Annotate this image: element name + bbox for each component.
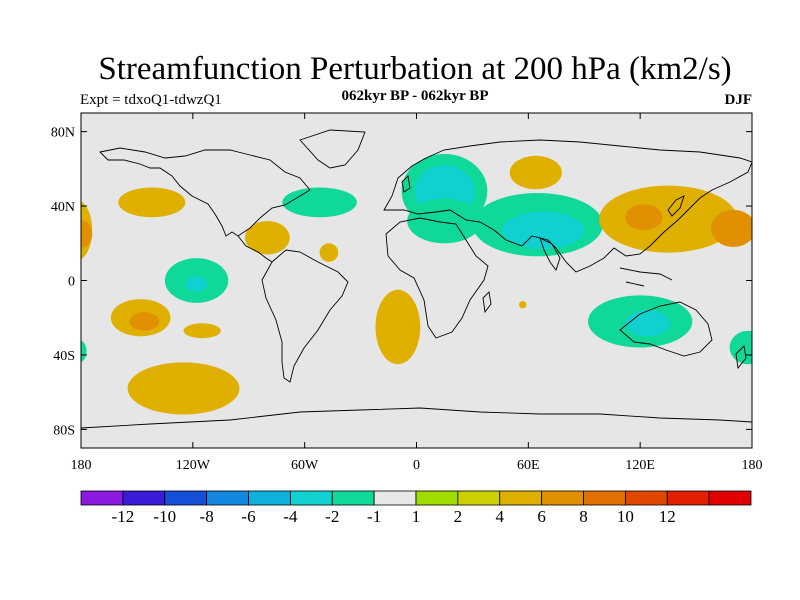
plot-title: Streamfunction Perturbation at 200 hPa (… bbox=[98, 51, 732, 87]
contour-region bbox=[245, 220, 290, 255]
contour-region bbox=[502, 211, 585, 249]
colorbar-swatch bbox=[80, 490, 124, 506]
contour-region bbox=[729, 330, 752, 365]
colorbar-swatch bbox=[331, 490, 375, 506]
contour-region bbox=[625, 310, 670, 337]
contour-region bbox=[81, 340, 87, 363]
colorbar-swatch bbox=[164, 490, 208, 506]
colorbar-swatch bbox=[248, 490, 291, 506]
lon-tick-label: 180 bbox=[71, 458, 92, 473]
lat-tick-label: 40N bbox=[51, 200, 75, 215]
experiment-label: Expt = tdxoQ1-tdwzQ1 bbox=[80, 92, 222, 108]
contour-region bbox=[509, 155, 562, 190]
lon-tick-label: 60E bbox=[517, 458, 540, 473]
colorbar-label: 12 bbox=[659, 507, 676, 526]
contour-region bbox=[81, 220, 93, 247]
lon-tick-label: 180 bbox=[742, 458, 763, 473]
colorbar-label: 1 bbox=[412, 507, 421, 526]
lat-tick-label: 80N bbox=[51, 126, 75, 141]
contour-region bbox=[407, 198, 482, 244]
contour-layer bbox=[81, 153, 752, 415]
lon-tick-label: 60W bbox=[291, 458, 319, 473]
season-label: DJF bbox=[724, 92, 753, 108]
colorbar-swatch bbox=[499, 490, 543, 506]
colorbar-label: -10 bbox=[153, 507, 176, 526]
lon-tick-label: 120E bbox=[625, 458, 655, 473]
contour-region bbox=[625, 204, 663, 231]
colorbar-label: 2 bbox=[454, 507, 463, 526]
colorbar-label: 10 bbox=[617, 507, 634, 526]
contour-region bbox=[185, 276, 208, 292]
colorbar-swatch bbox=[122, 490, 166, 506]
lon-tick-label: 0 bbox=[413, 458, 420, 473]
contour-region bbox=[599, 185, 738, 253]
latitude-axis: 80N 40N 0 40S 80S bbox=[51, 126, 752, 438]
colorbar-label: 8 bbox=[579, 507, 588, 526]
colorbar-swatch bbox=[415, 490, 459, 506]
colorbar-label: 4 bbox=[496, 507, 505, 526]
colorbar-swatch bbox=[666, 490, 710, 506]
colorbar-swatch bbox=[708, 490, 752, 506]
contour-region bbox=[127, 362, 240, 415]
colorbar-label: -12 bbox=[112, 507, 135, 526]
colorbar-label: 6 bbox=[537, 507, 546, 526]
period-label: 062kyr BP - 062kyr BP bbox=[341, 88, 489, 104]
lat-tick-label: 80S bbox=[53, 423, 75, 438]
colorbar-label: -4 bbox=[283, 507, 298, 526]
lat-tick-label: 40S bbox=[53, 349, 75, 364]
contour-region bbox=[282, 187, 357, 218]
contour-region bbox=[375, 289, 421, 365]
contour-region bbox=[519, 300, 527, 309]
colorbar-label: -1 bbox=[367, 507, 381, 526]
longitude-axis: 180 120W 60W 0 60E 120E 180 bbox=[71, 113, 763, 473]
colorbar-label: -2 bbox=[325, 507, 339, 526]
coastlines bbox=[81, 129, 752, 429]
colorbar-swatch bbox=[583, 490, 626, 506]
colorbar-swatch bbox=[457, 490, 501, 506]
contour-region bbox=[129, 312, 160, 331]
colorbar-label: -6 bbox=[241, 507, 255, 526]
contour-region bbox=[711, 209, 752, 247]
contour-region bbox=[319, 243, 339, 262]
colorbar-swatch bbox=[206, 490, 249, 506]
colorbar-swatch bbox=[624, 490, 668, 506]
colorbar-swatch bbox=[541, 490, 584, 506]
contour-region bbox=[118, 187, 186, 218]
lat-tick-label: 0 bbox=[68, 275, 75, 290]
colorbar: -12 -10 -8 -6 -4 -2 -1 1 2 4 6 8 10 12 bbox=[80, 490, 752, 526]
contour-region bbox=[183, 323, 221, 339]
colorbar-swatch bbox=[373, 490, 417, 506]
lon-tick-label: 120W bbox=[176, 458, 211, 473]
colorbar-swatch bbox=[289, 490, 333, 506]
colorbar-label: -8 bbox=[200, 507, 214, 526]
